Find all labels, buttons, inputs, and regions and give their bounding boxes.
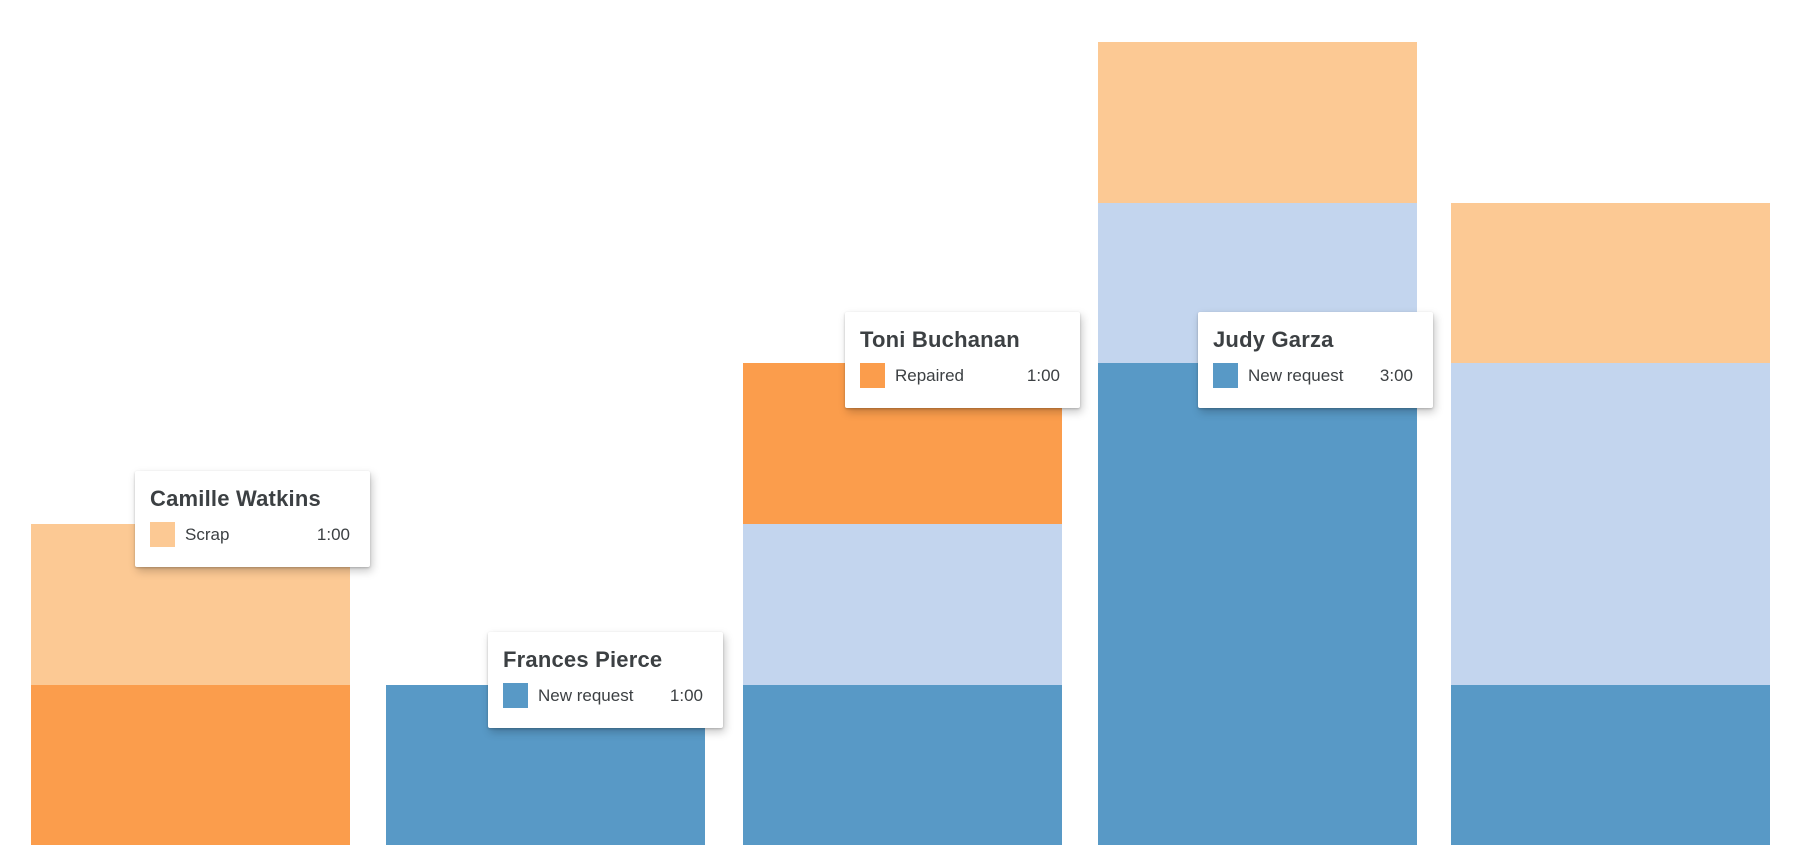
tooltip-row: New request 1:00 [503, 683, 703, 708]
status-color-swatch [503, 683, 528, 708]
bar-segment[interactable] [1451, 685, 1770, 845]
bar-segment[interactable] [743, 685, 1062, 845]
tooltip-duration-value: 1:00 [669, 685, 703, 705]
tooltip-person-name: Camille Watkins [150, 486, 321, 511]
status-color-swatch [860, 363, 885, 388]
tooltip-card-frances-pierce: Frances Pierce New request 1:00 [488, 632, 723, 728]
tooltip-card-camille-watkins: Camille Watkins Scrap 1:00 [135, 471, 370, 567]
status-color-swatch [1213, 363, 1238, 388]
bar-segment[interactable] [31, 685, 350, 845]
tooltip-status-label: New request [1248, 365, 1344, 385]
tooltip-row: Scrap 1:00 [150, 522, 350, 547]
tooltip-person-name: Toni Buchanan [860, 327, 1020, 352]
tooltip-person-name: Judy Garza [1213, 327, 1334, 352]
tooltip-status-label: Repaired [895, 365, 964, 385]
bar-segment[interactable] [1098, 363, 1417, 845]
bar-segment[interactable] [743, 524, 1062, 685]
tooltip-duration-value: 1:00 [1026, 365, 1060, 385]
bar-segment[interactable] [1451, 203, 1770, 363]
tooltip-status-label: New request [538, 685, 634, 705]
bar-segment[interactable] [1451, 363, 1770, 685]
tooltip-row: Repaired 1:00 [860, 363, 1060, 388]
tooltip-card-toni-buchanan: Toni Buchanan Repaired 1:00 [845, 312, 1080, 408]
tooltip-duration-value: 3:00 [1379, 365, 1413, 385]
tooltip-person-name: Frances Pierce [503, 647, 663, 672]
bar-segment[interactable] [1098, 42, 1417, 203]
status-color-swatch [150, 522, 175, 547]
tooltip-row: New request 3:00 [1213, 363, 1413, 388]
tooltip-card-judy-garza: Judy Garza New request 3:00 [1198, 312, 1433, 408]
tooltip-status-label: Scrap [185, 524, 230, 544]
tooltip-duration-value: 1:00 [316, 524, 350, 544]
